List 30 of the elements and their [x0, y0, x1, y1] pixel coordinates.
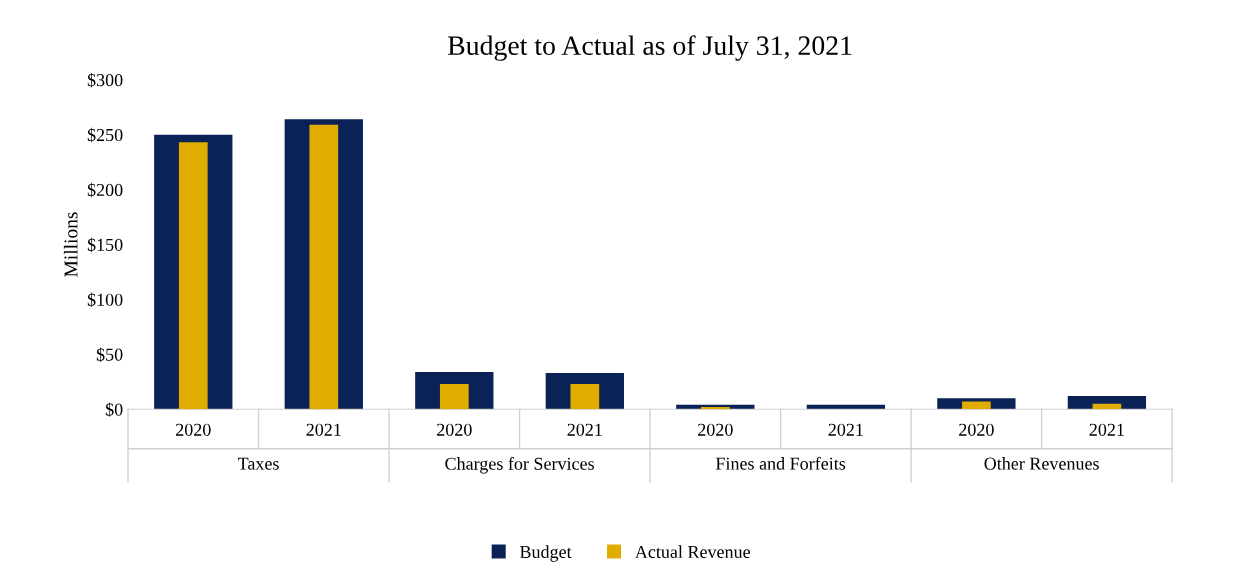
y-tick-label: $300 [87, 72, 123, 88]
x-tick-label: 2021 [1089, 423, 1124, 436]
x-tick-label: 2020 [437, 423, 472, 436]
text: Fines and Forfeits [715, 456, 846, 470]
y-tick-label: $150 [87, 237, 123, 253]
x-tick-label: 2020 [698, 423, 733, 436]
x-tick-label: 2021 [306, 423, 341, 436]
bar [962, 401, 991, 410]
bar [570, 383, 600, 410]
x-tick-label: 2020 [176, 423, 211, 436]
text: Taxes [237, 457, 279, 470]
y-tick-label: $250 [87, 127, 123, 143]
x-tick-label: 2020 [959, 423, 994, 436]
chart-title: Budget to Actual as of July 31, 2021 [447, 35, 852, 61]
x-tick-label: 2021 [828, 423, 863, 436]
x-tick-label: 2021 [567, 423, 602, 436]
y-tick-label: $100 [87, 292, 123, 308]
bar [439, 383, 469, 410]
legend-label: Actual Revenue [634, 545, 750, 559]
bar [806, 404, 886, 410]
legend-label: Budget [519, 545, 572, 562]
y-tick-label: $50 [96, 347, 123, 362]
bar [700, 407, 730, 410]
y-axis-title: Millions [63, 212, 78, 277]
bar [178, 142, 208, 410]
y-tick-label: $0 [105, 402, 123, 417]
text: Charges for Services [445, 456, 594, 474]
text: Other Revenues [984, 457, 1099, 470]
y-tick-label: $200 [87, 182, 123, 198]
bar [309, 124, 339, 410]
